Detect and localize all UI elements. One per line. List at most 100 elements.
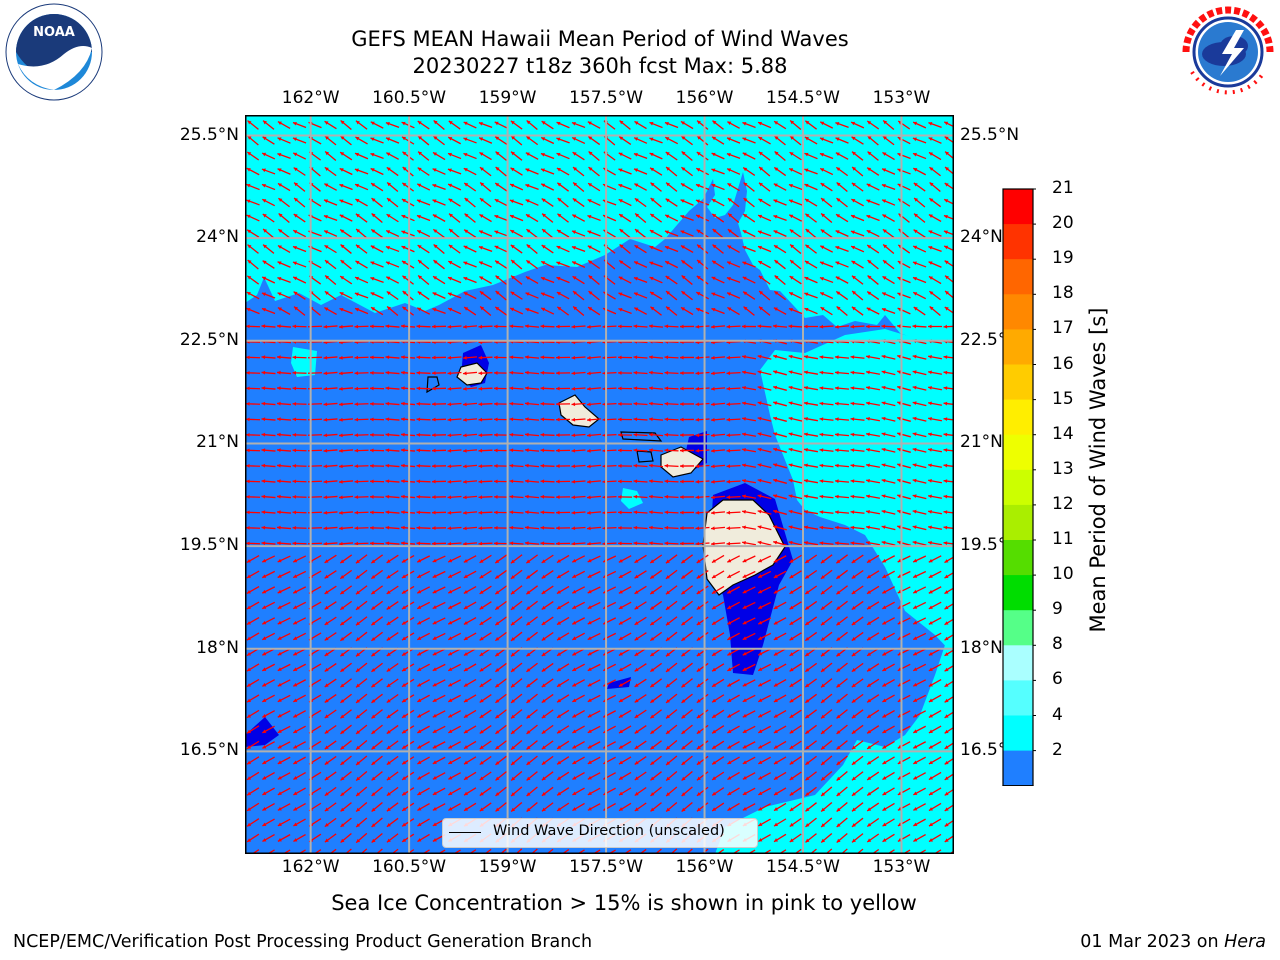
- wind-wave-arrow: [741, 432, 757, 437]
- wind-wave-arrow: [338, 495, 354, 500]
- wind-wave-arrow: [726, 417, 741, 422]
- wind-wave-arrow: [447, 355, 462, 360]
- wind-wave-arrow: [540, 479, 555, 484]
- wind-wave-arrow: [495, 166, 507, 177]
- colorbar: [1002, 188, 1036, 786]
- wind-wave-arrow: [447, 276, 462, 284]
- wind-wave-arrow: [726, 541, 741, 546]
- wind-wave-arrow: [370, 276, 384, 284]
- wind-wave-arrow: [649, 291, 663, 300]
- wind-wave-arrow: [617, 510, 633, 515]
- wind-wave-arrow: [571, 417, 586, 422]
- wind-wave-arrow: [912, 370, 927, 376]
- wind-wave-arrow: [555, 526, 571, 530]
- wind-wave-arrow: [712, 228, 724, 239]
- wind-wave-arrow: [664, 260, 679, 269]
- wind-wave-arrow: [246, 740, 260, 750]
- wind-wave-arrow: [805, 817, 817, 828]
- wind-wave-arrow: [556, 291, 570, 300]
- wind-wave-arrow: [556, 663, 570, 672]
- wind-wave-arrow: [649, 121, 663, 129]
- wind-wave-arrow: [834, 479, 850, 484]
- wind-wave-arrow: [324, 307, 337, 315]
- colorbar-segment: [1003, 469, 1033, 506]
- wind-wave-arrow: [355, 771, 368, 781]
- wind-wave-arrow: [929, 166, 941, 177]
- wind-wave-arrow: [292, 152, 307, 160]
- wind-wave-arrow: [293, 182, 306, 192]
- wind-wave-arrow: [323, 495, 338, 500]
- wind-wave-arrow: [572, 663, 585, 672]
- wind-wave-arrow: [385, 229, 400, 238]
- wind-wave-arrow: [540, 401, 555, 406]
- wind-wave-arrow: [555, 355, 571, 360]
- wind-wave-arrow: [417, 694, 430, 703]
- wind-wave-arrow: [572, 197, 585, 208]
- wind-wave-arrow: [681, 724, 693, 735]
- wind-wave-arrow: [526, 740, 538, 750]
- wind-wave-arrow: [803, 324, 819, 329]
- wind-wave-arrow: [246, 694, 260, 703]
- wind-wave-arrow: [882, 740, 895, 750]
- wind-wave-arrow: [385, 510, 400, 515]
- wind-wave-arrow: [262, 710, 275, 718]
- wind-wave-arrow: [726, 292, 741, 299]
- wind-wave-arrow: [664, 463, 679, 468]
- wind-wave-arrow: [819, 121, 834, 129]
- wind-wave-arrow: [742, 710, 756, 718]
- wind-wave-arrow: [432, 803, 446, 811]
- wind-wave-arrow: [866, 709, 880, 719]
- ocean-period-4-6-west: [245, 250, 265, 303]
- wind-wave-arrow: [944, 741, 954, 750]
- wind-wave-arrow: [385, 121, 400, 129]
- wind-wave-arrow: [757, 540, 772, 546]
- wind-wave-arrow: [416, 570, 431, 579]
- wind-wave-arrow: [850, 401, 865, 406]
- wind-wave-arrow: [742, 741, 756, 749]
- wind-wave-arrow: [586, 448, 602, 453]
- wind-wave-arrow: [788, 307, 803, 315]
- wind-wave-arrow: [679, 371, 695, 375]
- wind-wave-arrow: [401, 121, 415, 129]
- wind-wave-arrow: [572, 694, 585, 703]
- wind-wave-arrow: [789, 694, 802, 703]
- wind-wave-arrow: [711, 678, 725, 688]
- wind-wave-arrow: [851, 600, 864, 611]
- wind-wave-arrow: [851, 755, 864, 766]
- wind-wave-arrow: [478, 121, 493, 129]
- wind-wave-arrow: [510, 755, 523, 766]
- wind-wave-arrow: [276, 432, 292, 437]
- colorbar-segment: [1003, 259, 1033, 295]
- wind-wave-arrow: [401, 771, 415, 781]
- wind-wave-arrow: [509, 386, 524, 391]
- wind-wave-arrow: [494, 554, 508, 564]
- colorbar-label: Mean Period of Wind Waves [s]: [1086, 307, 1110, 633]
- wind-wave-arrow: [943, 448, 954, 452]
- wind-wave-arrow: [741, 478, 757, 484]
- wind-wave-arrow: [556, 261, 570, 268]
- wind-wave-arrow: [526, 786, 538, 797]
- wind-wave-arrow: [727, 244, 740, 254]
- wind-wave-arrow: [292, 632, 307, 641]
- wind-wave-arrow: [479, 166, 492, 177]
- wind-wave-arrow: [944, 306, 954, 315]
- wind-wave-arrow: [586, 386, 602, 391]
- wind-wave-arrow: [447, 601, 462, 610]
- wind-wave-arrow: [463, 229, 477, 238]
- wind-wave-arrow: [851, 817, 864, 828]
- wind-wave-arrow: [695, 510, 710, 515]
- wind-wave-arrow: [943, 324, 954, 329]
- wind-wave-arrow: [447, 479, 462, 484]
- wind-wave-arrow: [338, 479, 354, 484]
- wind-wave-arrow: [401, 616, 415, 626]
- wind-wave-arrow: [323, 371, 338, 376]
- wind-wave-arrow: [355, 616, 368, 626]
- wind-wave-arrow: [340, 802, 352, 812]
- wind-wave-arrow: [882, 259, 895, 270]
- wind-wave-arrow: [835, 213, 849, 223]
- wind-wave-arrow: [369, 448, 385, 453]
- wind-wave-arrow: [386, 755, 399, 766]
- wind-wave-arrow: [912, 447, 927, 453]
- wind-wave-arrow: [851, 290, 864, 301]
- wind-wave-arrow: [819, 276, 834, 284]
